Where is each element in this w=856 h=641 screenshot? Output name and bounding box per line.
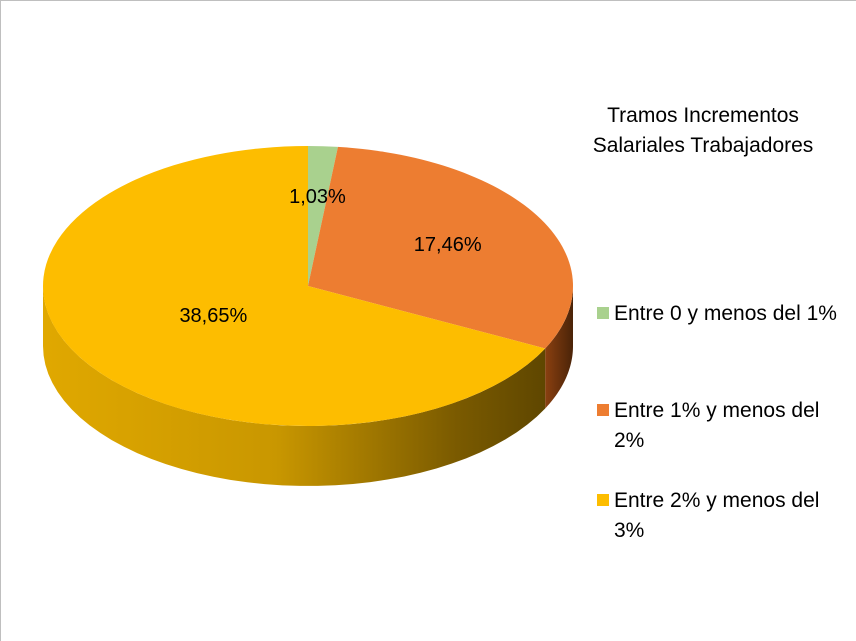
slice <box>43 146 546 426</box>
legend-swatch <box>597 404 609 416</box>
data-label: 17,46% <box>414 234 482 256</box>
legend-label: Entre 2% y menos del 3% <box>614 489 820 542</box>
legend-label: Entre 1% y menos del 2% <box>614 399 820 452</box>
data-label: 38,65% <box>179 305 247 327</box>
data-label: 1,03% <box>289 186 346 208</box>
slice <box>308 146 338 286</box>
pie-plot: 1,03% 17,46% 38,65% <box>43 146 573 486</box>
legend-swatch <box>597 307 609 319</box>
legend-swatch <box>597 494 609 506</box>
chart-title: Tramos Incrementos Salariales Trabajador… <box>592 104 814 157</box>
legend-label: Entre 0 y menos del 1% <box>614 302 837 325</box>
slice-side <box>43 286 546 486</box>
slice <box>308 146 573 349</box>
slice-side <box>545 286 573 409</box>
